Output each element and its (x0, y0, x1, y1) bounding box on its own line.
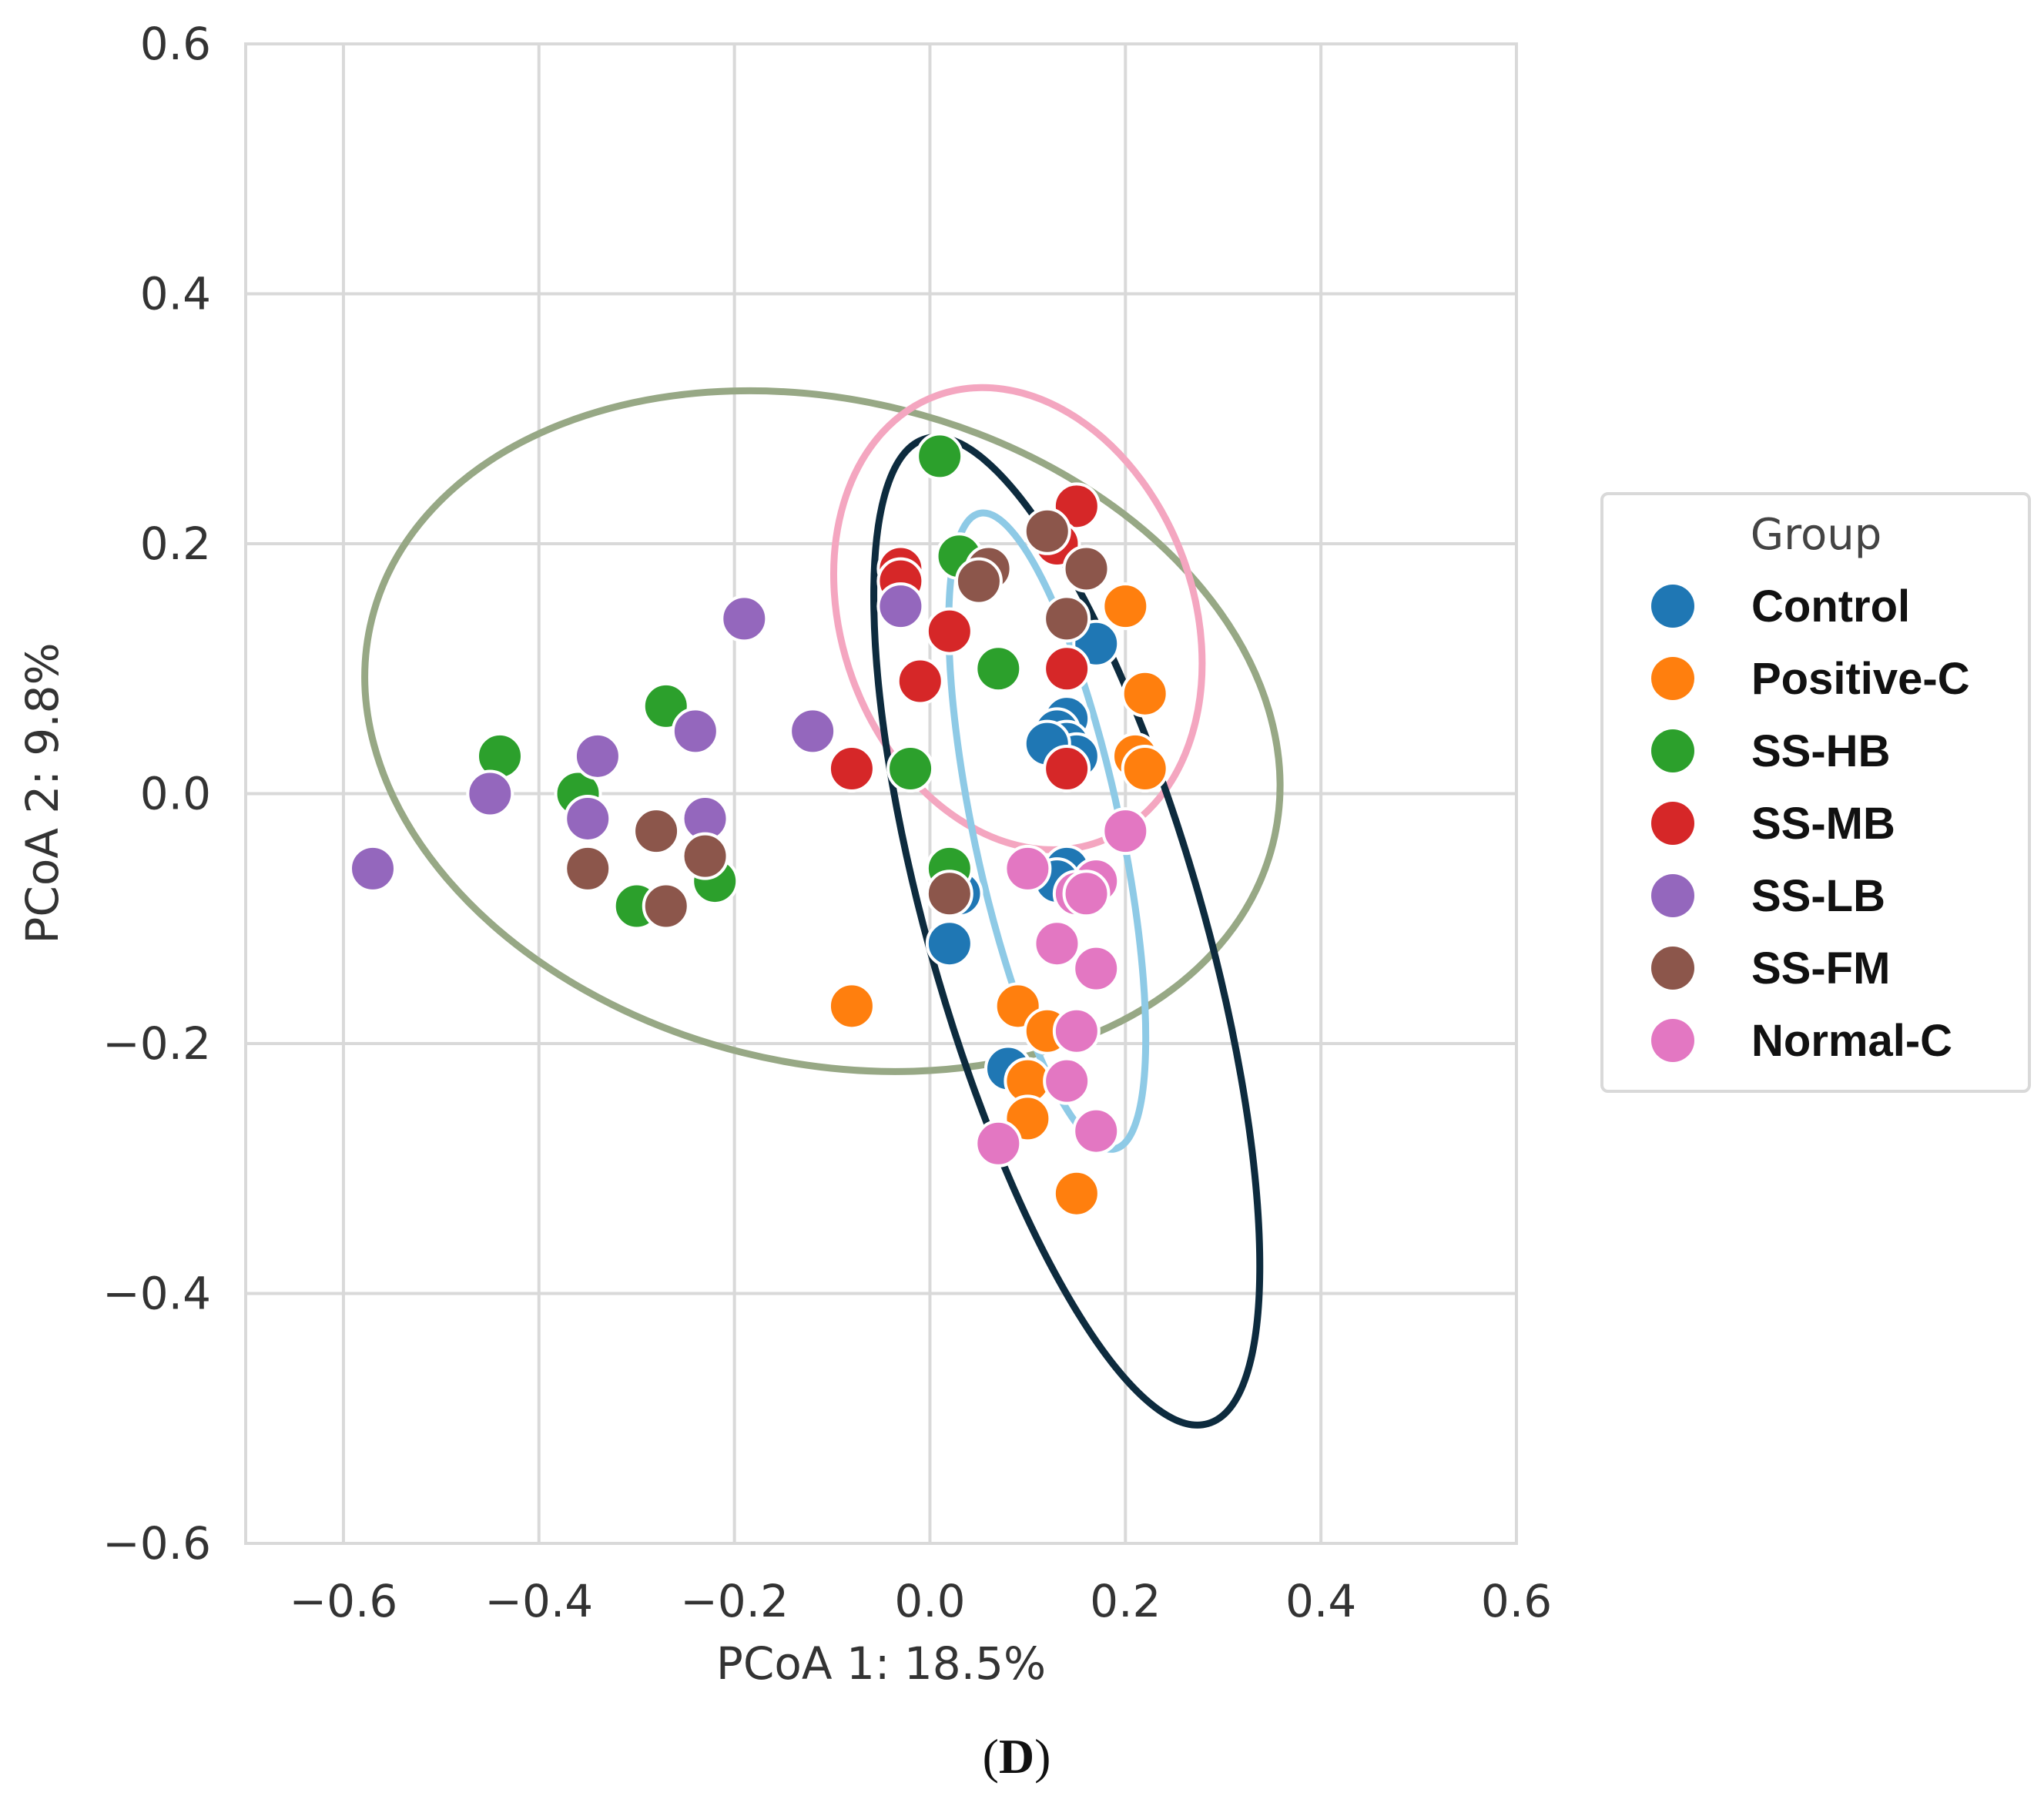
y-tick-label: 0.2 (140, 518, 211, 570)
point-normal-c (1043, 1057, 1091, 1105)
y-tick-label: 0.6 (140, 18, 211, 70)
point-ss-fm (954, 557, 1003, 605)
point-control (925, 920, 973, 968)
point-ss-fm (564, 844, 612, 893)
y-axis-label: PCoA 2: 9.8% (16, 642, 69, 943)
y-tick-label: −0.2 (102, 1017, 211, 1070)
point-ss-lb (466, 769, 514, 818)
point-normal-c (1101, 807, 1150, 856)
point-ss-fm (1023, 507, 1071, 555)
legend: Group Control Positive-C SS-HB SS-MB SS-LB SS… (1600, 492, 2031, 1093)
point-ss-lb (573, 732, 622, 780)
legend-label-ss-hb: SS-HB (1751, 726, 1890, 776)
x-tick-label: −0.2 (680, 1575, 789, 1627)
caption-close: ) (1034, 1729, 1050, 1784)
point-ss-mb (896, 657, 944, 705)
data-points (349, 432, 1169, 1218)
point-positive-c (1121, 669, 1169, 718)
y-tick-label: −0.6 (102, 1517, 211, 1570)
point-normal-c (974, 1119, 1023, 1168)
legend-items: Control Positive-C SS-HB SS-MB SS-LB SS-FM Nor… (1651, 581, 1970, 1066)
y-tick-label: 0.4 (140, 268, 211, 320)
point-ss-fm (681, 832, 729, 880)
x-axis-label: PCoA 1: 18.5% (716, 1637, 1046, 1690)
point-normal-c (1052, 1007, 1101, 1055)
point-ss-hb (886, 745, 935, 793)
legend-marker-control (1651, 585, 1694, 628)
point-ss-hb (916, 432, 964, 481)
legend-label-control: Control (1751, 581, 1910, 632)
point-positive-c (827, 982, 876, 1030)
legend-marker-ss-lb (1651, 874, 1694, 917)
y-tick-label: −0.4 (102, 1268, 211, 1320)
point-normal-c (1033, 920, 1081, 968)
panel-caption: (D) (983, 1729, 1051, 1784)
x-tick-label: 0.2 (1090, 1575, 1161, 1627)
legend-marker-ss-hb (1651, 729, 1694, 772)
legend-box (1600, 492, 2031, 1093)
point-ss-mb (1043, 745, 1091, 793)
x-tick-label: 0.6 (1481, 1575, 1552, 1627)
x-tick-label: 0.0 (894, 1575, 965, 1627)
legend-marker-ss-mb (1651, 802, 1694, 845)
point-normal-c (1072, 1107, 1121, 1155)
point-ss-mb (1043, 645, 1091, 693)
y-tick-label: 0.0 (140, 768, 211, 820)
point-positive-c (1052, 1169, 1101, 1218)
point-positive-c (1121, 745, 1169, 793)
legend-label-ss-mb: SS-MB (1751, 799, 1895, 849)
point-ss-lb (671, 707, 719, 756)
point-ss-lb (720, 595, 769, 643)
legend-label-positive-c: Positive-C (1751, 654, 1970, 704)
point-ss-fm (1062, 544, 1111, 593)
point-ss-fm (632, 807, 681, 856)
legend-marker-positive-c (1651, 657, 1694, 700)
point-ss-lb (876, 582, 925, 631)
point-ss-mb (925, 607, 973, 655)
point-normal-c (1062, 870, 1111, 918)
point-normal-c (1004, 844, 1052, 893)
caption-open: ( (983, 1729, 999, 1784)
point-ss-lb (789, 707, 837, 756)
point-ss-hb (974, 645, 1023, 693)
grid (246, 42, 1518, 1545)
legend-label-ss-lb: SS-LB (1751, 871, 1885, 921)
x-tick-label: −0.6 (290, 1575, 398, 1627)
caption-letter: D (999, 1729, 1034, 1784)
point-ss-fm (642, 882, 690, 930)
point-ss-fm (925, 870, 973, 918)
legend-label-ss-fm: SS-FM (1751, 943, 1890, 993)
point-ss-lb (349, 844, 397, 893)
legend-marker-normal-c (1651, 1019, 1694, 1062)
point-ss-mb (827, 745, 876, 793)
point-normal-c (1072, 944, 1121, 993)
legend-title: Group (1751, 510, 1882, 560)
x-tick-label: 0.4 (1285, 1575, 1356, 1627)
tick-labels: −0.6 −0.4 −0.2 0.0 0.2 0.4 0.6 0.6 0.4 0.2 0.0 −0.2… (102, 18, 1552, 1627)
legend-marker-ss-fm (1651, 947, 1694, 990)
confidence-ellipse (830, 384, 1206, 853)
legend-label-normal-c: Normal-C (1751, 1016, 1952, 1066)
x-tick-label: −0.4 (484, 1575, 593, 1627)
point-ss-lb (564, 794, 612, 843)
point-positive-c (1101, 582, 1150, 631)
point-ss-fm (1043, 595, 1091, 643)
